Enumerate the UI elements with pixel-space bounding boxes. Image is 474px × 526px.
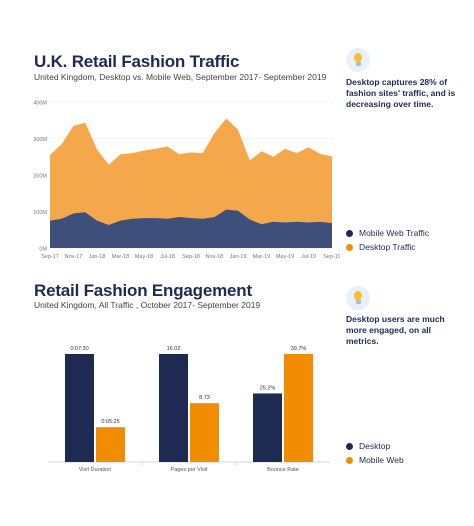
category-label: Visit Duration [79,467,112,473]
y-tick-label: 100M [33,210,47,216]
legend-label-mobile: Mobile Web [359,455,404,465]
x-tick-label: May-19 [276,254,294,260]
bar-value-label: 0:05:25 [101,419,119,425]
bar-mobile-web [96,427,125,462]
x-tick-label: Mar-18 [112,254,129,260]
chart1-insight: Desktop captures 28% of fashion sites' t… [346,77,456,109]
bar-value-label: 25.2% [260,385,276,391]
bar-value-label: 39.7% [291,346,307,352]
legend-label-mobile: Mobile Web Traffic [359,228,430,238]
x-tick-label: Mar-19 [253,254,270,260]
x-tick-label: Sep-17 [41,254,59,260]
legend-label-desktop: Desktop Traffic [359,242,416,252]
engagement-bar-chart: 0:07:30 0:05:25 Visit Duration 16.02 8.73 Pag… [48,346,330,473]
chart2-subtitle: United Kingdom, All Traffic , October 20… [34,300,261,310]
bar-desktop [253,393,282,462]
legend-desktop-traffic: Desktop Traffic [346,242,416,252]
y-tick-label: 400M [33,101,47,107]
bar-mobile-web [190,403,219,462]
bar-value-label: 0:07:30 [70,346,88,352]
legend-swatch-desktop [346,243,353,251]
legend-mobile-web-traffic: Mobile Web Traffic [346,228,429,238]
bar-value-label: 8.73 [199,395,210,401]
chart1-title: U.K. Retail Fashion Traffic [34,52,240,71]
x-tick-label: Jul-19 [301,254,316,260]
legend-desktop: Desktop [346,441,390,451]
mobile-web-traffic-area [50,209,332,248]
x-tick-label: Jan-19 [230,254,247,260]
x-tick-label: Jul-18 [160,254,175,260]
x-tick-label: Jan-18 [89,254,106,260]
traffic-area-chart: 0M 100M 200M 300M 400M Sep-17 Nov-17 Jan-18 Mar-… [33,101,340,261]
y-tick-label: 200M [33,174,47,180]
category-label: Bounce Rate [267,467,299,473]
legend-swatch-mobile [346,456,353,464]
lightbulb-icon [346,48,370,72]
legend-swatch-mobile [346,229,353,237]
x-tick-label: Sep-19 [323,254,340,260]
category-label: Pages per Visit [171,467,208,473]
legend-label-desktop: Desktop [359,441,391,451]
bar-mobile-web [284,354,313,462]
y-tick-label: 0M [39,247,47,253]
x-tick-label: May-18 [135,254,153,260]
x-tick-label: Nov-17 [65,254,83,260]
chart2-title: Retail Fashion Engagement [34,281,252,300]
bar-desktop [65,354,94,462]
chart2-insight: Desktop users are much more engaged, on … [346,314,445,346]
x-tick-label: Nov-18 [206,254,224,260]
desktop-traffic-area [50,118,332,248]
bar-desktop [159,354,188,462]
bar-value-label: 16.02 [167,346,181,352]
x-tick-label: Sep-18 [182,254,200,260]
lightbulb-icon [346,286,370,310]
chart1-subtitle: United Kingdom, Desktop vs. Mobile Web, … [34,72,327,82]
legend-mobile-web: Mobile Web [346,455,404,465]
y-tick-label: 300M [33,137,47,143]
legend-swatch-desktop [346,442,353,450]
